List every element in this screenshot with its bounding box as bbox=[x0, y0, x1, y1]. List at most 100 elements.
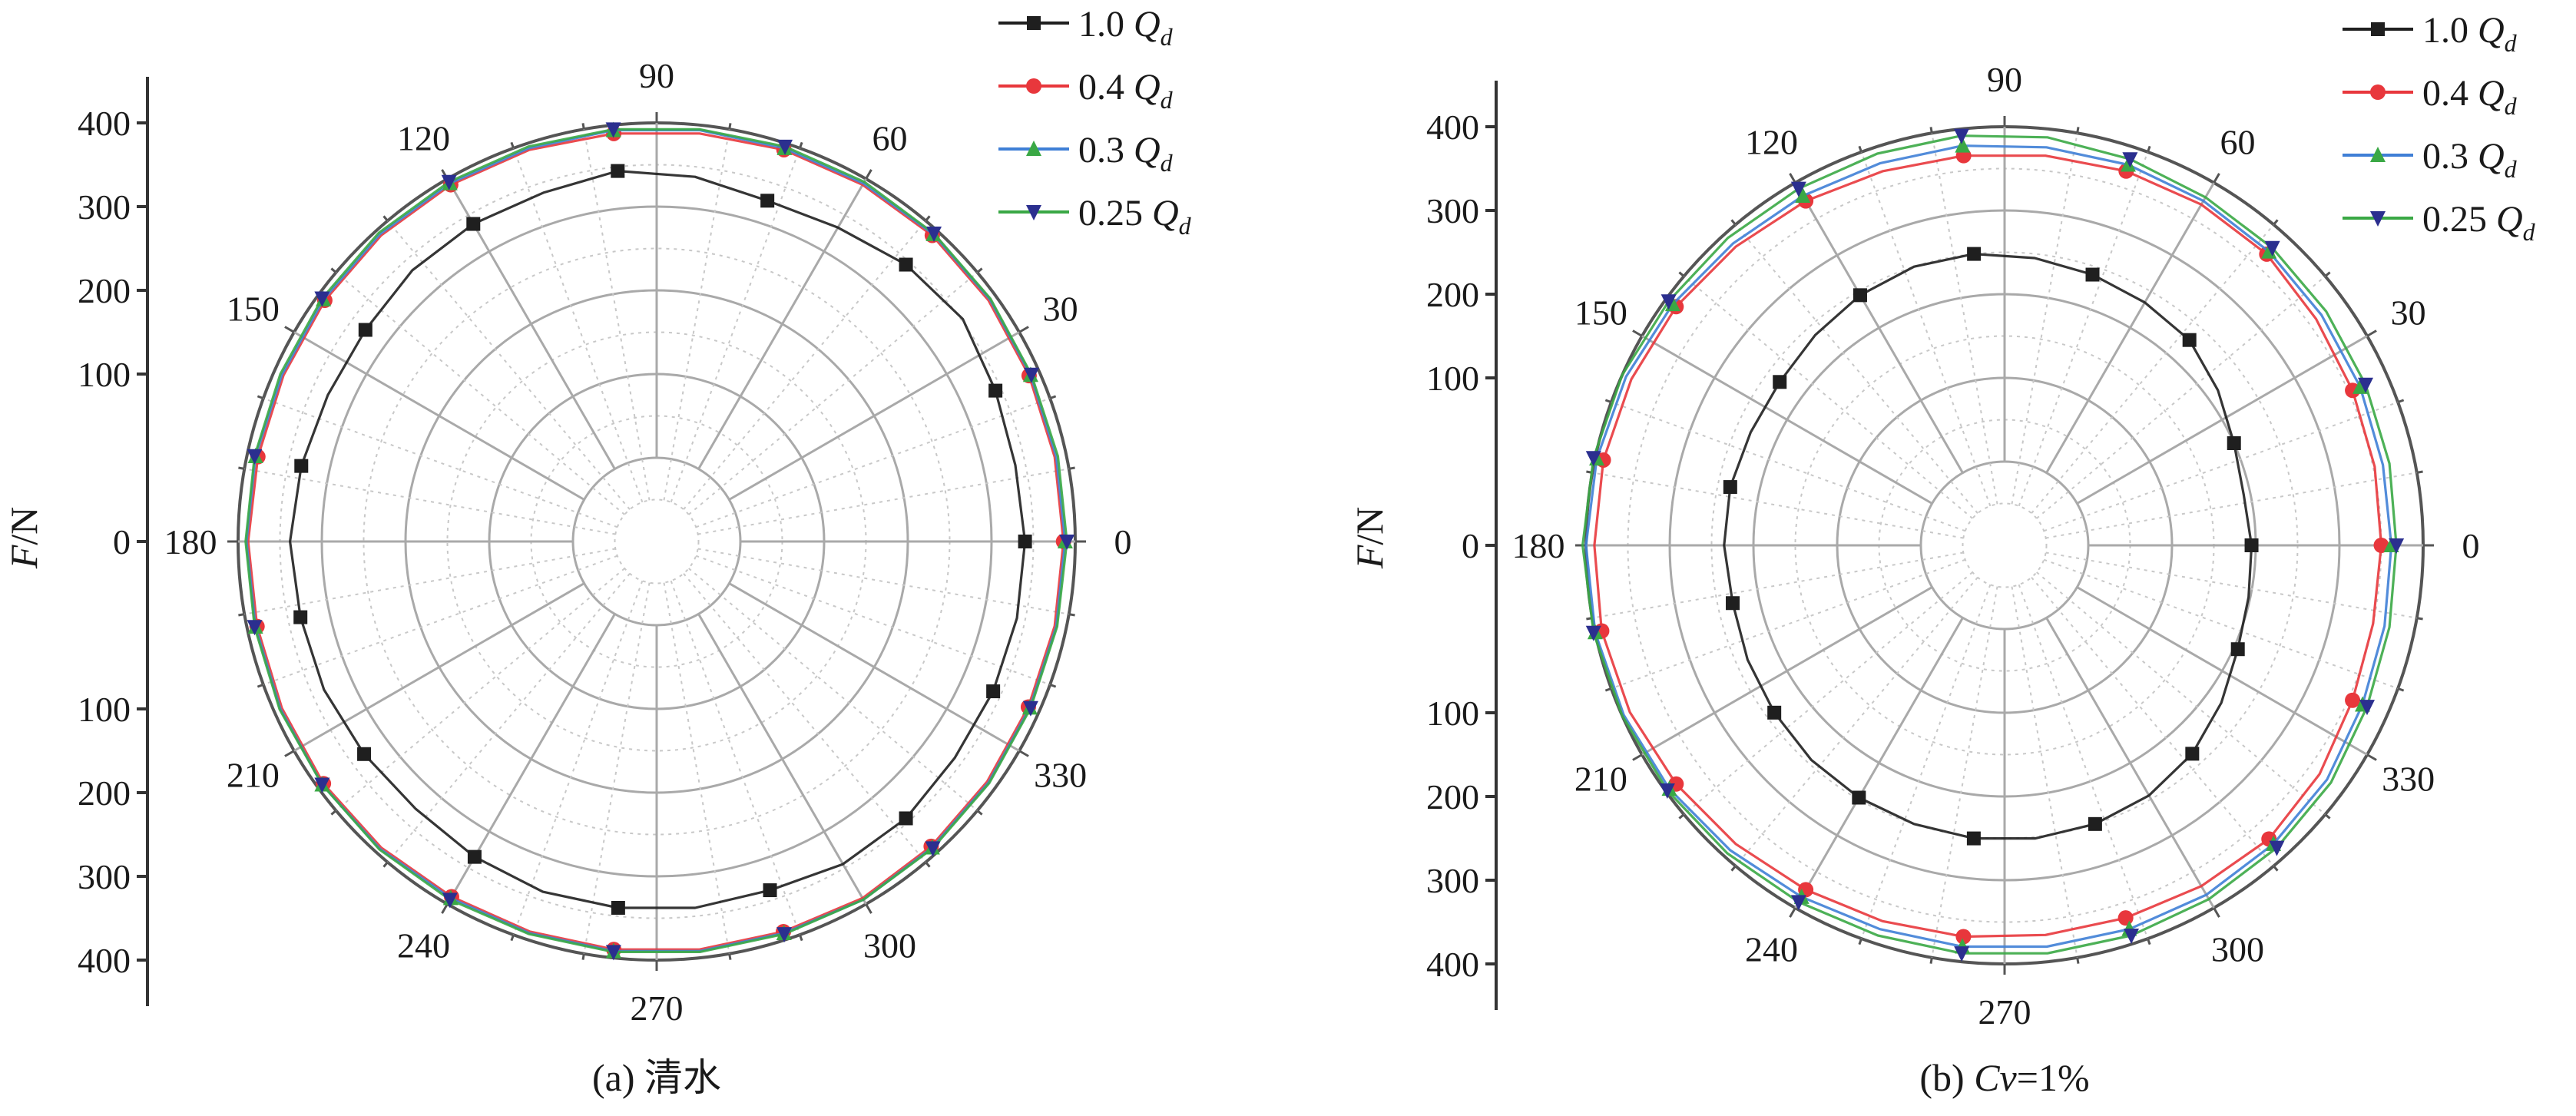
data-point bbox=[358, 323, 372, 337]
angle-tick-mark bbox=[1678, 271, 1685, 277]
legend-label: 0.4 Qd bbox=[2422, 73, 2518, 120]
minor-spoke bbox=[663, 129, 730, 501]
major-spoke bbox=[1641, 335, 1933, 505]
angle-tick-mark bbox=[1068, 613, 1075, 617]
legend-label: 0.25 Qd bbox=[2422, 199, 2536, 246]
angle-tick-mark bbox=[382, 215, 389, 222]
angle-tick-mark bbox=[257, 395, 264, 400]
minor-spoke bbox=[1931, 586, 1998, 958]
chart-panel-a: 400 300 200 100 0 100 200 300 400 0 30 60 90 120 150 1… bbox=[2, 4, 1192, 1099]
data-point bbox=[988, 383, 1003, 398]
angle-tick-mark bbox=[865, 903, 872, 914]
data-point bbox=[1852, 790, 1866, 805]
minor-spoke bbox=[1683, 571, 1973, 816]
minor-spoke bbox=[697, 468, 1069, 535]
data-point bbox=[1773, 375, 1787, 389]
angle-tick-mark bbox=[2416, 617, 2423, 621]
series-layer-a bbox=[244, 121, 1075, 961]
minor-spoke bbox=[1734, 224, 1978, 514]
angle-tick-mark bbox=[330, 267, 337, 273]
angle-tick-mark bbox=[976, 810, 983, 816]
angle-tick-label: 330 bbox=[1034, 756, 1087, 795]
data-point bbox=[1955, 137, 1971, 153]
data-point bbox=[2230, 642, 2245, 657]
angle-tick-label: 0 bbox=[1114, 522, 1132, 561]
angle-labels-b: 0 30 60 90 120 150 180 210 240 270 300 330 bbox=[1512, 60, 2480, 1032]
legend-marker bbox=[1026, 141, 1041, 156]
angle-tick-mark bbox=[2146, 938, 2151, 945]
data-point bbox=[2185, 747, 2200, 761]
y-tick-label: 100 bbox=[1426, 359, 1479, 398]
minor-spoke bbox=[2043, 401, 2399, 532]
legend-marker bbox=[2370, 211, 2386, 227]
angle-tick-mark bbox=[1049, 683, 1057, 688]
legend-marker bbox=[2370, 147, 2386, 162]
data-point bbox=[1790, 181, 1806, 197]
data-point bbox=[441, 174, 457, 190]
angle-tick-mark bbox=[581, 953, 585, 960]
data-point bbox=[1659, 783, 1675, 800]
angle-tick-label: 270 bbox=[1978, 992, 2031, 1032]
y-axis-a: 400 300 200 100 0 100 200 300 400 bbox=[78, 77, 149, 1006]
data-point bbox=[466, 217, 481, 231]
minor-spoke bbox=[670, 580, 801, 936]
angle-tick-mark bbox=[1049, 395, 1057, 400]
angle-tick-mark bbox=[2146, 145, 2151, 153]
minor-spoke bbox=[244, 468, 616, 535]
data-point bbox=[2373, 538, 2389, 553]
data-point bbox=[1585, 625, 1601, 641]
data-point bbox=[294, 459, 309, 473]
angle-tick-mark bbox=[1632, 330, 1643, 337]
minor-spoke bbox=[2018, 151, 2149, 507]
angle-tick-mark bbox=[1632, 753, 1643, 761]
minor-spoke bbox=[2011, 133, 2078, 505]
angle-tick-mark bbox=[798, 934, 803, 942]
angle-tick-label: 240 bbox=[1745, 930, 1798, 969]
series-line-1-0-Qd bbox=[289, 170, 1027, 909]
legend-label: 1.0 Qd bbox=[2422, 10, 2518, 57]
legend-marker bbox=[1026, 205, 1041, 220]
angle-tick-label: 30 bbox=[1043, 290, 1078, 329]
data-point bbox=[926, 227, 942, 243]
angle-tick-mark bbox=[1018, 326, 1029, 333]
angle-tick-mark bbox=[1929, 127, 1933, 134]
y-tick-label: 200 bbox=[78, 773, 131, 813]
angle-tick-mark bbox=[510, 141, 515, 149]
data-point bbox=[1023, 367, 1039, 383]
angle-tick-label: 180 bbox=[164, 522, 217, 561]
angle-tick-label: 150 bbox=[1574, 293, 1627, 333]
data-point bbox=[605, 945, 621, 961]
series-line-0-4-Qd bbox=[1593, 154, 2383, 939]
y-tick-label: 400 bbox=[1426, 945, 1479, 984]
minor-spoke bbox=[1734, 577, 1978, 867]
y-tick-label: 0 bbox=[1462, 526, 1479, 565]
minor-spoke bbox=[683, 573, 927, 863]
y-tick-label: 400 bbox=[78, 941, 131, 980]
data-point bbox=[2389, 538, 2405, 554]
chart-panel-b: 400 300 200 100 0 100 200 300 400 0 30 60 90 120 150 1… bbox=[1348, 10, 2536, 1099]
y-tick-label: 300 bbox=[78, 187, 131, 227]
series-line-0-4-Qd bbox=[247, 132, 1065, 951]
y-axis-b: 400 300 200 100 0 100 200 300 400 bbox=[1426, 81, 1498, 1010]
angle-tick-label: 150 bbox=[227, 290, 280, 329]
data-point bbox=[1790, 895, 1806, 911]
minor-spoke bbox=[386, 220, 631, 510]
minor-spoke bbox=[688, 568, 978, 812]
legend-label: 1.0 Qd bbox=[1078, 4, 1174, 51]
legend-marker bbox=[2371, 22, 2385, 36]
legend-marker bbox=[1027, 16, 1041, 30]
y-tick-label: 100 bbox=[78, 355, 131, 394]
angle-tick-mark bbox=[330, 810, 337, 816]
legend-label: 0.3 Qd bbox=[2422, 136, 2518, 183]
angle-tick-mark bbox=[1604, 687, 1612, 692]
data-point bbox=[2124, 928, 2140, 944]
angle-tick-label: 60 bbox=[2220, 122, 2256, 161]
major-spoke bbox=[728, 582, 1020, 752]
angle-tick-mark bbox=[2324, 271, 2331, 277]
minor-spoke bbox=[2045, 551, 2417, 619]
series-line-0-25-Qd bbox=[1581, 134, 2398, 955]
y-tick-label: 100 bbox=[1426, 694, 1479, 733]
data-point bbox=[314, 291, 330, 307]
data-point bbox=[293, 610, 308, 624]
